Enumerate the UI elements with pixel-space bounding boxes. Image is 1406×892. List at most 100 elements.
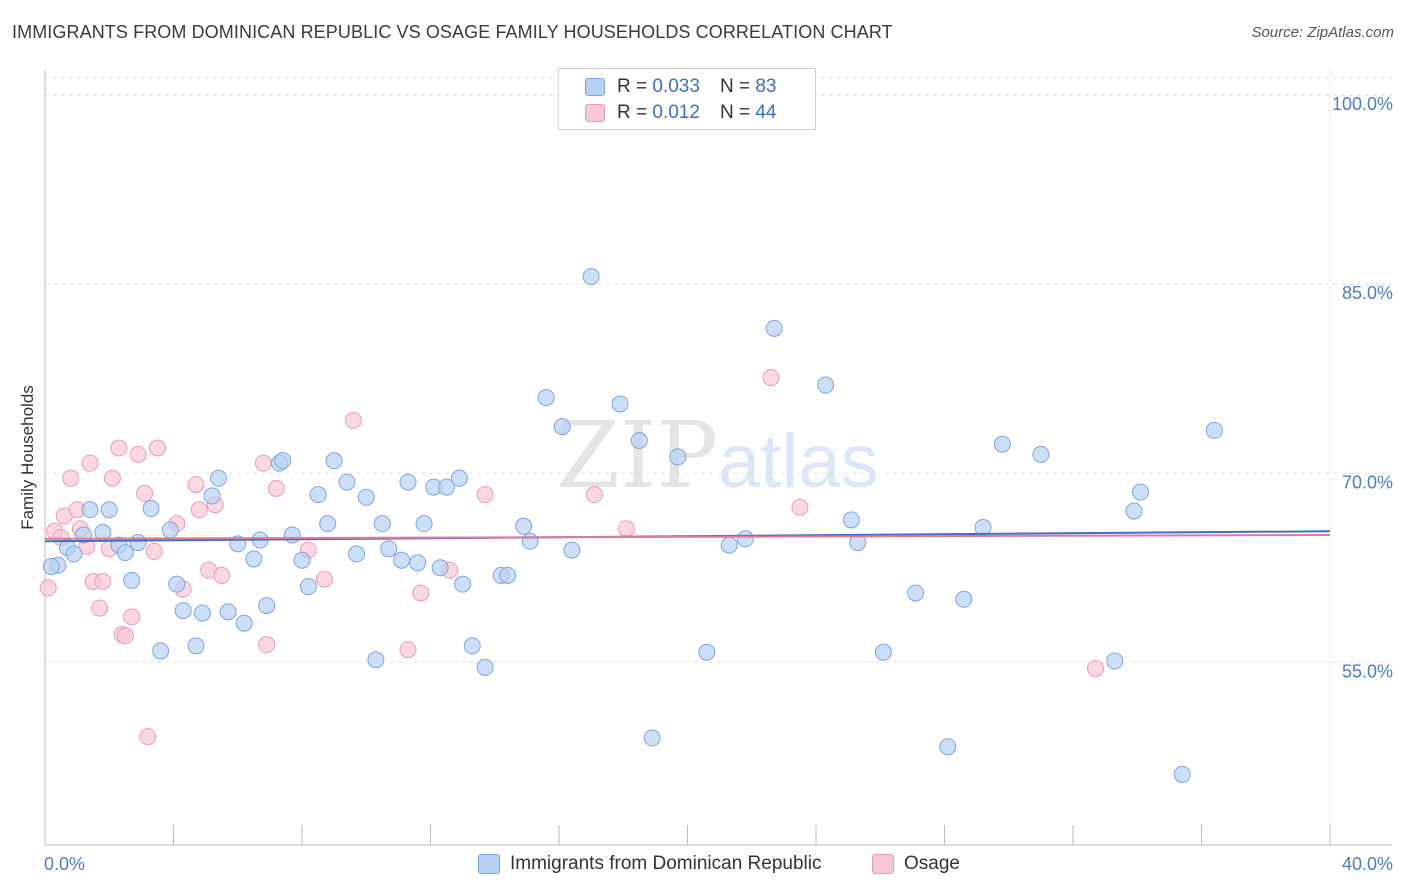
dominican-point <box>431 559 449 577</box>
source-label: Source: ZipAtlas.com <box>1251 24 1394 41</box>
trend-lines <box>44 530 1331 543</box>
dominican-point <box>309 486 327 504</box>
legend-r-value: 0.012 <box>652 102 700 123</box>
dominican-point <box>939 738 957 756</box>
legend-row-osage: R = 0.012 N = 44 <box>585 100 776 126</box>
osage-point <box>258 636 276 654</box>
x-tick-label: 40.0% <box>1342 854 1393 874</box>
dominican-point <box>209 469 227 487</box>
dominican-point <box>203 487 221 505</box>
osage-point <box>617 520 635 538</box>
dominican-point <box>161 521 179 539</box>
bottom-legend-osage: Osage <box>872 851 960 877</box>
x-tick-label: 0.0% <box>44 854 85 874</box>
dominican-point <box>393 551 411 569</box>
dominican-point <box>454 575 472 593</box>
dominican-point <box>563 541 581 559</box>
bottom-legend-label-osage: Osage <box>904 853 960 874</box>
dominican-point <box>373 515 391 533</box>
osage-point <box>412 584 430 602</box>
dominican-point <box>168 575 186 593</box>
osage-point <box>315 570 333 588</box>
dominican-point <box>123 571 141 589</box>
osage-point <box>585 486 603 504</box>
dominican-point <box>1173 765 1191 783</box>
dominican-point <box>319 515 337 533</box>
dominican-point <box>325 452 343 470</box>
osage-point <box>129 445 147 463</box>
dominican-point <box>1032 445 1050 463</box>
dominican-point <box>380 540 398 558</box>
grid-lines <box>45 70 1392 845</box>
dominican-point <box>235 614 253 632</box>
osage-point <box>110 439 128 457</box>
dominican-point <box>1125 502 1143 520</box>
osage-point <box>791 498 809 516</box>
dominican-point <box>129 534 147 552</box>
legend-swatch-pink <box>585 104 605 122</box>
legend-n-label: N = <box>719 102 751 123</box>
dominican-point <box>537 389 555 407</box>
dominican-point <box>874 643 892 661</box>
dominican-point <box>582 268 600 286</box>
osage-point <box>91 599 109 617</box>
dominican-point <box>521 532 539 550</box>
bottom-legend-swatch-pink <box>872 854 894 874</box>
dominican-point <box>817 376 835 394</box>
dominican-point <box>193 604 211 622</box>
osage-point <box>254 454 272 472</box>
chart-title: IMMIGRANTS FROM DOMINICAN REPUBLIC VS OS… <box>12 22 893 42</box>
dominican-point <box>765 319 783 337</box>
dominican-point <box>736 530 754 548</box>
dominican-point <box>1106 652 1124 670</box>
bottom-legend-swatch-blue <box>478 854 500 874</box>
dominican-point <box>643 729 661 747</box>
legend-n-value: 83 <box>755 76 777 97</box>
dominican-point <box>274 452 292 470</box>
y-tick-label: 100.0% <box>1332 94 1393 114</box>
osage-point <box>344 411 362 429</box>
dominican-point <box>409 554 427 572</box>
dominican-point <box>367 651 385 669</box>
dominican-point <box>611 395 629 413</box>
osage-point <box>136 484 154 502</box>
osage-point <box>139 728 157 746</box>
legend-r-label: R = <box>617 102 648 123</box>
dominican-point <box>65 545 83 563</box>
osage-point <box>62 469 80 487</box>
legend-row-dominican: R = 0.033 N = 83 <box>585 74 776 100</box>
dominican-point <box>245 550 263 568</box>
watermark: ZIP atlas <box>556 402 879 509</box>
watermark-atlas: atlas <box>718 419 879 504</box>
axes <box>44 70 1392 846</box>
dominican-point <box>357 488 375 506</box>
osage-point <box>103 469 121 487</box>
dominican-point <box>630 431 648 449</box>
axis-labels: 55.0% 70.0% 85.0% 100.0% 0.0% 40.0% Family Hou… <box>18 94 1393 874</box>
dominican-point <box>515 517 533 535</box>
dominican-point <box>100 501 118 519</box>
legend-box: R = 0.033 N = 83 R = 0.012 N = 44 <box>558 68 816 130</box>
y-axis-label: Family Households <box>18 385 37 530</box>
dominican-point <box>338 473 356 491</box>
dominican-point <box>669 448 687 466</box>
dominican-point <box>720 536 738 554</box>
dominican-point <box>842 511 860 529</box>
dominican-point <box>219 603 237 621</box>
osage-point <box>39 579 57 597</box>
dominican-point <box>450 469 468 487</box>
osage-point <box>123 608 141 626</box>
dominican-point <box>348 545 366 563</box>
dominican-point <box>299 578 317 596</box>
dominican-point <box>438 478 456 496</box>
osage-point <box>148 439 166 457</box>
y-tick-label: 85.0% <box>1342 283 1393 303</box>
y-tick-label: 70.0% <box>1342 472 1393 492</box>
osage-point <box>267 479 285 497</box>
bottom-legend-label-dominican: Immigrants from Dominican Republic <box>510 853 822 874</box>
dominican-point <box>476 658 494 676</box>
osage-point <box>1086 660 1104 678</box>
dominican-point <box>187 637 205 655</box>
dominican-point <box>415 515 433 533</box>
